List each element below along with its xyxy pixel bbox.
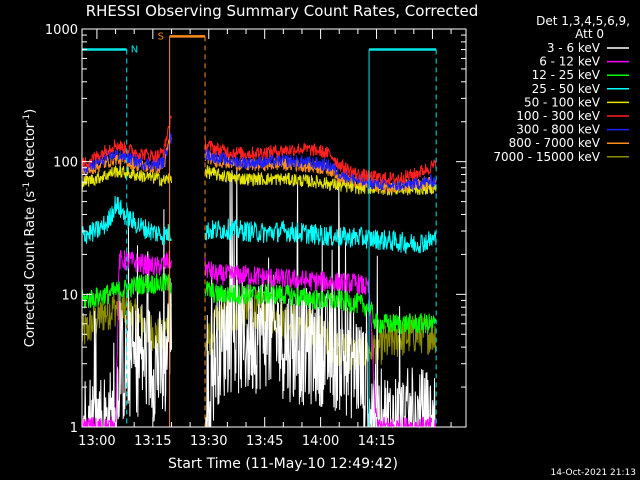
legend-label-7: 300 - 800 keV bbox=[516, 123, 600, 137]
saa-label: S bbox=[158, 31, 164, 42]
y-axis-label: Corrected Count Rate (s-1 detector-1) bbox=[22, 109, 38, 347]
y-tick-label: 10 bbox=[61, 288, 78, 303]
y-tick-label: 1000 bbox=[45, 23, 78, 38]
x-tick-label: 13:00 bbox=[78, 434, 115, 449]
footer-timestamp: 14-Oct-2021 21:13 bbox=[551, 468, 636, 478]
x-tick-label: 14:15 bbox=[358, 434, 395, 449]
night-label: N bbox=[131, 45, 138, 56]
plot-frame bbox=[81, 28, 467, 428]
series-line-5 bbox=[81, 165, 437, 196]
series-line-1 bbox=[81, 167, 436, 428]
legend-label-9: 7000 - 15000 keV bbox=[493, 150, 600, 164]
plot-area: NS bbox=[81, 31, 437, 429]
y-axis: 1 10 100 1000 bbox=[45, 23, 466, 436]
legend-label-3: 12 - 25 keV bbox=[532, 68, 601, 82]
legend-label-5: 50 - 100 keV bbox=[524, 95, 601, 109]
x-tick-label: 13:45 bbox=[246, 434, 283, 449]
series-line-4 bbox=[81, 195, 437, 255]
legend-label-2: 6 - 12 keV bbox=[539, 55, 601, 69]
y-tick-label: 100 bbox=[53, 156, 78, 171]
legend-title-line2: Att 0 bbox=[575, 27, 604, 41]
x-tick-label: 14:00 bbox=[302, 434, 339, 449]
chart-title: RHESSI Observing Summary Count Rates, Co… bbox=[86, 2, 479, 20]
legend-label-4: 25 - 50 keV bbox=[532, 82, 601, 96]
y-tick-label: 1 bbox=[70, 421, 78, 436]
legend-title-line1: Det 1,3,4,5,6,9, bbox=[536, 14, 630, 28]
x-tick-label: 13:15 bbox=[134, 434, 171, 449]
series-line-3 bbox=[81, 273, 437, 335]
x-axis: 13:00 13:15 13:30 13:45 14:00 14:15 bbox=[78, 29, 452, 449]
legend-label-8: 800 - 7000 keV bbox=[509, 136, 601, 150]
x-tick-label: 13:30 bbox=[190, 434, 227, 449]
legend-label-1: 3 - 6 keV bbox=[547, 41, 601, 55]
legend-label-6: 100 - 300 keV bbox=[516, 109, 600, 123]
x-axis-label: Start Time (11-May-10 12:49:42) bbox=[168, 456, 398, 472]
